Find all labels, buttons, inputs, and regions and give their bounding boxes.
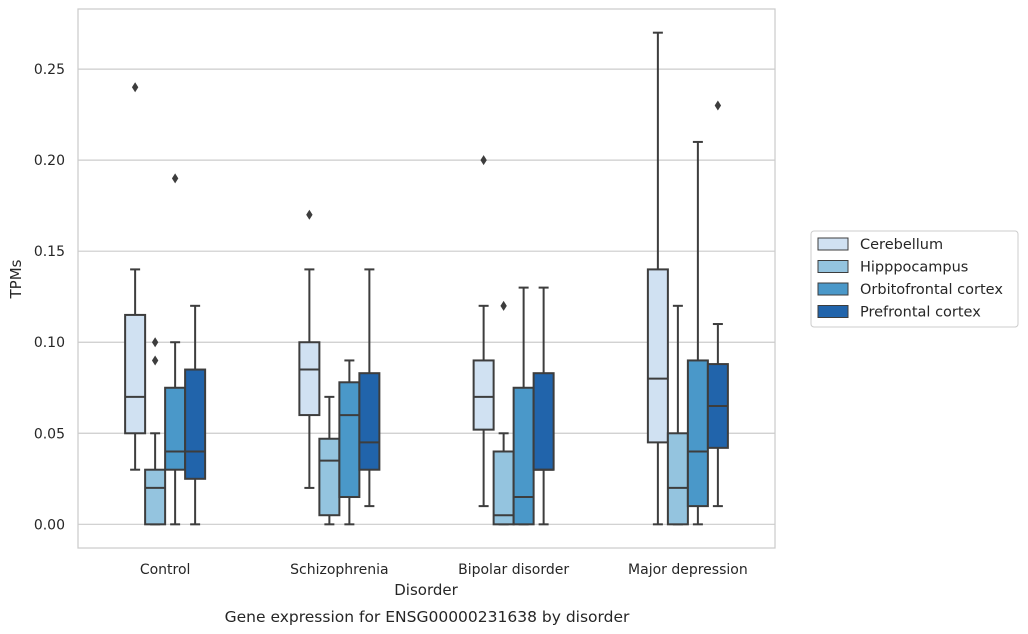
box xyxy=(184,368,207,480)
legend-swatch xyxy=(817,282,849,296)
plot-frame xyxy=(77,8,776,549)
box xyxy=(358,372,381,471)
outlier-point xyxy=(480,155,487,166)
chart-caption: Gene expression for ENSG00000231638 by d… xyxy=(225,608,630,626)
outlier-point xyxy=(131,82,139,93)
y-tick-label: 0.10 xyxy=(34,335,65,351)
box xyxy=(164,386,187,471)
box xyxy=(318,437,341,517)
box xyxy=(666,432,689,526)
box xyxy=(338,381,361,499)
y-tick-label: 0.20 xyxy=(34,153,65,169)
legend-swatch xyxy=(817,260,849,273)
x-axis-label: Disorder xyxy=(394,581,458,599)
x-tick-label: Control xyxy=(140,562,191,578)
y-axis-label: TPMs xyxy=(7,259,25,299)
box xyxy=(532,372,555,471)
outlier-point xyxy=(500,300,507,311)
y-axis-ticks: 0.00 0.05 0.10 0.15 0.20 0.25 xyxy=(34,62,65,533)
legend-swatch xyxy=(817,237,849,251)
box xyxy=(124,313,147,435)
y-tick-label: 0.25 xyxy=(34,62,65,78)
x-tick-label: Schizophrenia xyxy=(290,562,388,578)
box xyxy=(512,386,535,526)
box xyxy=(492,450,515,526)
legend-label: Orbitofrontal cortex xyxy=(860,282,1003,298)
outlier-point xyxy=(714,100,722,111)
y-tick-label: 0.15 xyxy=(34,244,65,260)
x-tick-label: Major depression xyxy=(628,562,748,578)
outlier-point xyxy=(151,355,159,366)
box xyxy=(298,341,321,417)
box xyxy=(646,268,669,444)
box xyxy=(686,359,709,508)
outlier-point xyxy=(171,173,179,184)
legend-label: Prefrontal cortex xyxy=(860,305,981,321)
legend: Cerebellum Hipppocampus Orbitofrontal cort… xyxy=(810,230,1019,328)
outlier-point xyxy=(151,337,159,348)
box xyxy=(472,359,495,431)
box xyxy=(144,468,167,526)
y-tick-label: 0.00 xyxy=(34,517,65,533)
x-tick-label: Bipolar disorder xyxy=(458,562,569,578)
boxes xyxy=(124,31,729,526)
legend-frame xyxy=(810,230,1019,328)
x-axis-ticks: Control Schizophrenia Bipolar disorder Majo… xyxy=(140,562,748,578)
legend-label: Hipppocampus xyxy=(860,260,968,276)
y-tick-label: 0.05 xyxy=(34,426,65,442)
legend-swatch xyxy=(817,305,849,318)
legend-label: Cerebellum xyxy=(860,237,943,253)
outlier-point xyxy=(306,209,313,220)
